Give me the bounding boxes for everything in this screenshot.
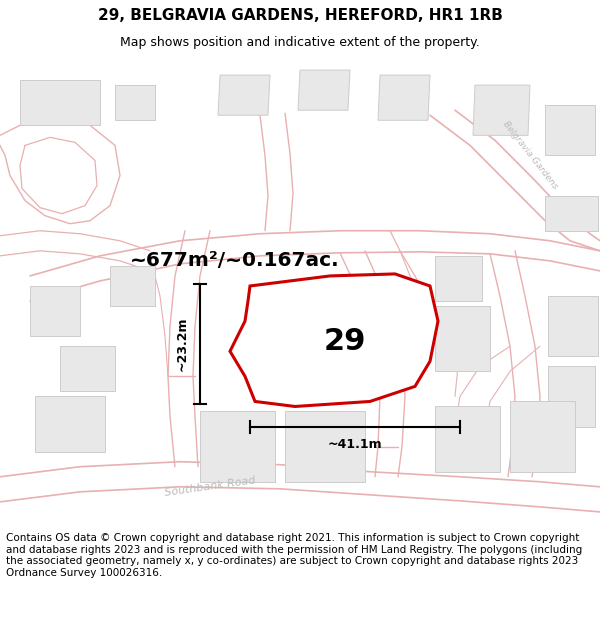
Polygon shape [548, 366, 595, 426]
Polygon shape [545, 196, 598, 231]
Polygon shape [60, 346, 115, 391]
Text: 29, BELGRAVIA GARDENS, HEREFORD, HR1 1RB: 29, BELGRAVIA GARDENS, HEREFORD, HR1 1RB [98, 8, 502, 23]
Text: Contains OS data © Crown copyright and database right 2021. This information is : Contains OS data © Crown copyright and d… [6, 533, 582, 578]
Text: Map shows position and indicative extent of the property.: Map shows position and indicative extent… [120, 36, 480, 49]
Polygon shape [35, 396, 105, 452]
Polygon shape [298, 70, 350, 110]
Text: Southbank Road: Southbank Road [164, 476, 256, 498]
Polygon shape [115, 85, 155, 120]
Text: ~677m²/~0.167ac.: ~677m²/~0.167ac. [130, 251, 340, 271]
Polygon shape [200, 411, 275, 482]
Polygon shape [435, 256, 482, 301]
Polygon shape [548, 296, 598, 356]
Text: ~41.1m: ~41.1m [328, 438, 382, 451]
Polygon shape [110, 266, 155, 306]
Polygon shape [473, 85, 530, 136]
Polygon shape [545, 105, 595, 156]
Text: Belgravia Gardens: Belgravia Gardens [262, 279, 358, 313]
Polygon shape [218, 75, 270, 115]
Text: 29: 29 [324, 327, 366, 356]
Polygon shape [30, 286, 80, 336]
Polygon shape [20, 80, 100, 125]
Polygon shape [510, 401, 575, 472]
Polygon shape [435, 306, 490, 371]
Text: ~23.2m: ~23.2m [176, 317, 188, 371]
Polygon shape [230, 274, 438, 406]
Text: Belgravia Gardens: Belgravia Gardens [501, 120, 559, 191]
Polygon shape [435, 406, 500, 472]
Polygon shape [378, 75, 430, 120]
Polygon shape [285, 411, 365, 482]
